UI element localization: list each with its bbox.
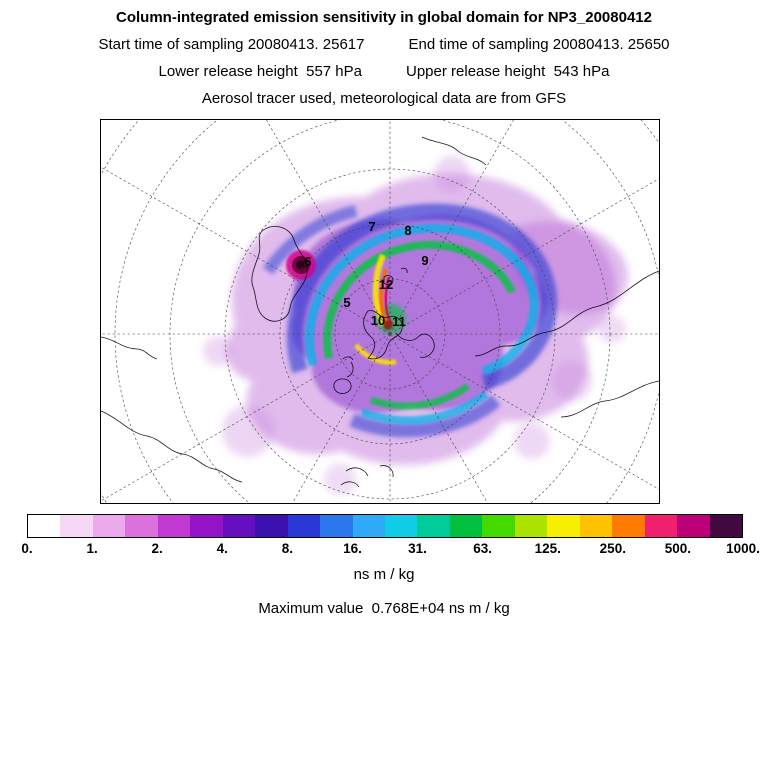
sampling-time-row: Start time of sampling 20080413. 25617 E… bbox=[0, 36, 768, 53]
colorbar-cell bbox=[287, 515, 321, 537]
colorbar-tick-label: 4. bbox=[216, 541, 228, 556]
station-marker: 11 bbox=[392, 314, 406, 329]
colorbar-cell bbox=[417, 515, 450, 537]
colorbar-cell bbox=[125, 515, 158, 537]
station-marker: 5 bbox=[343, 295, 350, 310]
coastlines bbox=[100, 136, 660, 488]
colorbar-cell bbox=[644, 515, 678, 537]
colorbar-tick-label: 0. bbox=[21, 541, 33, 556]
colorbar-cell bbox=[352, 515, 385, 537]
colorbar-cell bbox=[28, 515, 61, 537]
colorbar-cell bbox=[255, 515, 288, 537]
upper-release-label: Upper release height 543 hPa bbox=[406, 63, 610, 80]
colorbar-cell bbox=[709, 515, 742, 537]
colorbar-tick-label: 2. bbox=[151, 541, 163, 556]
start-time-label: Start time of sampling 20080413. 25617 bbox=[98, 36, 365, 53]
station-marker: 7 bbox=[368, 219, 375, 234]
lower-release-label: Lower release height 557 hPa bbox=[158, 63, 362, 80]
colorbar-cell bbox=[92, 515, 126, 537]
colorbar-cell bbox=[677, 515, 710, 537]
map-panel: 5 6 7 8 9 10 11 12 bbox=[100, 119, 660, 504]
station-marker: 6 bbox=[304, 254, 311, 269]
colorbar-units: ns m / kg bbox=[353, 566, 415, 583]
figure-title: Column-integrated emission sensitivity i… bbox=[116, 9, 652, 26]
meridian-line bbox=[389, 178, 660, 335]
colorbar-cell bbox=[612, 515, 645, 537]
colorbar-tick-label: 31. bbox=[408, 541, 427, 556]
colorbar-cell bbox=[514, 515, 548, 537]
colorbar-cell bbox=[157, 515, 191, 537]
colorbar-tick-label: 8. bbox=[281, 541, 293, 556]
polar-map: 5 6 7 89 10 11 12 bbox=[100, 119, 660, 504]
release-height-row: Lower release height 557 hPa Upper relea… bbox=[0, 63, 768, 80]
meridian-line bbox=[389, 333, 489, 504]
meridian-line bbox=[291, 333, 391, 504]
colorbar-tick-label: 1. bbox=[86, 541, 98, 556]
colorbar-cell bbox=[547, 515, 580, 537]
station-marker: 8 bbox=[404, 223, 411, 238]
end-time-label: End time of sampling 20080413. 25650 bbox=[408, 36, 670, 53]
colorbar-tick-label: 500. bbox=[664, 541, 692, 556]
colorbar-cell bbox=[320, 515, 353, 537]
colorbar-cell bbox=[482, 515, 515, 537]
meridian-line bbox=[389, 333, 660, 490]
colorbar-cell bbox=[384, 515, 418, 537]
colorbar-tick-label: 16. bbox=[343, 541, 362, 556]
station-marker: 9 bbox=[421, 253, 428, 268]
colorbar-cell bbox=[190, 515, 223, 537]
colorbar: 0. 1. 2. 4. 8. 16. 31. 63. 125. 250. 500. 1000. bbox=[21, 514, 760, 559]
max-value-label: Maximum value 0.768E+04 ns m / kg bbox=[258, 600, 510, 617]
station-markers: 5 6 7 89 10 11 12 bbox=[304, 219, 428, 329]
colorbar-ticks: 0. 1. 2. 4. 8. 16. 31. 63. 125. 250. 500. 1000. bbox=[21, 541, 760, 559]
tracer-note: Aerosol tracer used, meteorological data… bbox=[201, 90, 567, 107]
colorbar-tick-label: 125. bbox=[534, 541, 561, 556]
colorbar-cell bbox=[579, 515, 613, 537]
colorbar-tick-label: 1000. bbox=[726, 541, 760, 556]
colorbar-tick-label: 250. bbox=[599, 541, 626, 556]
colorbar-tick-label: 63. bbox=[473, 541, 493, 556]
colorbar-cell bbox=[449, 515, 483, 537]
colorbar-gradient bbox=[27, 514, 743, 538]
station-marker: 12 bbox=[379, 277, 393, 292]
map-border bbox=[100, 119, 660, 504]
colorbar-cell bbox=[222, 515, 256, 537]
station-marker: 10 bbox=[371, 313, 385, 328]
colorbar-cell bbox=[60, 515, 93, 537]
